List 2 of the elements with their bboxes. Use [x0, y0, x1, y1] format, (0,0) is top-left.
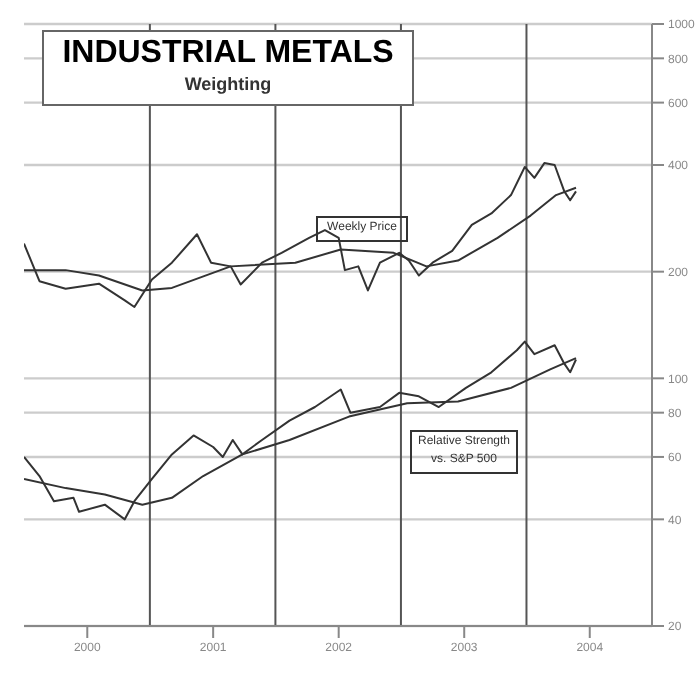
chart-title: INDUSTRIAL METALS [60, 36, 396, 72]
text: Weighting [182, 72, 274, 96]
